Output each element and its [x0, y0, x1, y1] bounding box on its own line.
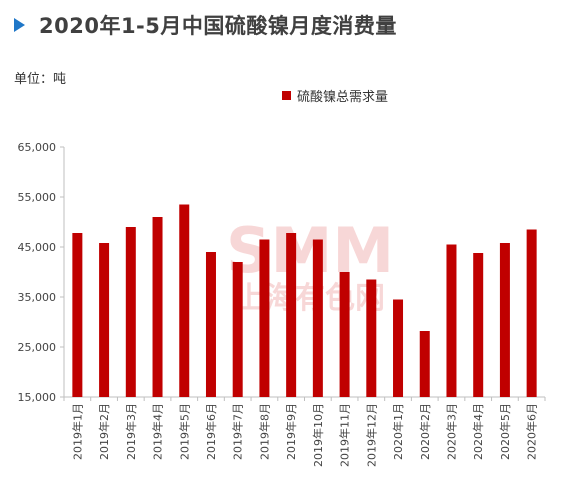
- bar: [152, 217, 163, 397]
- x-tick-label: 2019年5月: [177, 403, 191, 460]
- bar: [499, 243, 510, 397]
- bar: [526, 229, 537, 397]
- bar: [99, 243, 110, 397]
- y-tick-label: 25,000: [18, 341, 57, 354]
- bar: [205, 252, 216, 397]
- x-tick-label: 2020年5月: [498, 403, 512, 460]
- x-tick-labels: 2019年1月 2019年2月 2019年3月 2019年4月 2019年5月 2019年…: [70, 403, 538, 467]
- y-tick-label: 45,000: [18, 241, 57, 254]
- x-tick-label: 2019年7月: [231, 403, 245, 460]
- bar: [446, 244, 457, 397]
- legend-swatch: [282, 91, 291, 100]
- y-tick-label: 15,000: [18, 391, 57, 404]
- arrow-bullet-icon: [14, 18, 25, 32]
- y-tick-label: 55,000: [18, 191, 57, 204]
- watermark-text: 上海有色网: [235, 281, 385, 316]
- bar: [232, 262, 243, 397]
- bar: [312, 239, 323, 397]
- x-tick-label: 2019年4月: [151, 403, 165, 460]
- bars: [72, 204, 537, 397]
- x-tick-label: 2019年12月: [364, 403, 378, 467]
- x-tick-label: 2019年3月: [124, 403, 138, 460]
- bar: [473, 253, 484, 397]
- x-tick-label: 2020年1月: [391, 403, 405, 460]
- bar: [259, 239, 270, 397]
- unit-label: 单位：吨: [14, 72, 67, 87]
- title-row: 2020年1-5月中国硫酸镍月度消费量: [14, 10, 397, 40]
- x-tick-label: 2020年3月: [444, 403, 458, 460]
- bar: [286, 233, 297, 397]
- x-tick-label: 2019年8月: [257, 403, 271, 460]
- x-tick-label: 2019年2月: [97, 403, 111, 460]
- x-tick-label: 2019年11月: [338, 403, 352, 467]
- bar: [179, 204, 190, 397]
- x-tick-label: 2020年2月: [418, 403, 432, 460]
- x-tick-label: 2019年1月: [70, 403, 84, 460]
- x-tick-label: 2020年6月: [525, 403, 539, 460]
- bar: [339, 272, 350, 397]
- x-tick-label: 2019年10月: [311, 403, 325, 467]
- bar: [393, 299, 404, 397]
- bar: [125, 227, 136, 397]
- bar: [366, 279, 377, 397]
- x-tick-label: 2019年9月: [284, 403, 298, 460]
- watermark-logo: SMM: [226, 214, 394, 287]
- bar: [419, 331, 430, 397]
- chart-title: 2020年1-5月中国硫酸镍月度消费量: [39, 14, 397, 38]
- legend-label: 硫酸镍总需求量: [297, 90, 389, 105]
- x-tick-label: 2020年4月: [471, 403, 485, 460]
- axes: 15,000 25,000 35,000 45,000 55,000 65,000: [18, 141, 546, 404]
- y-tick-label: 35,000: [18, 291, 57, 304]
- y-tick-label: 65,000: [18, 141, 57, 154]
- bar: [72, 233, 83, 397]
- x-tick-label: 2019年6月: [204, 403, 218, 460]
- legend: 硫酸镍总需求量: [282, 86, 388, 105]
